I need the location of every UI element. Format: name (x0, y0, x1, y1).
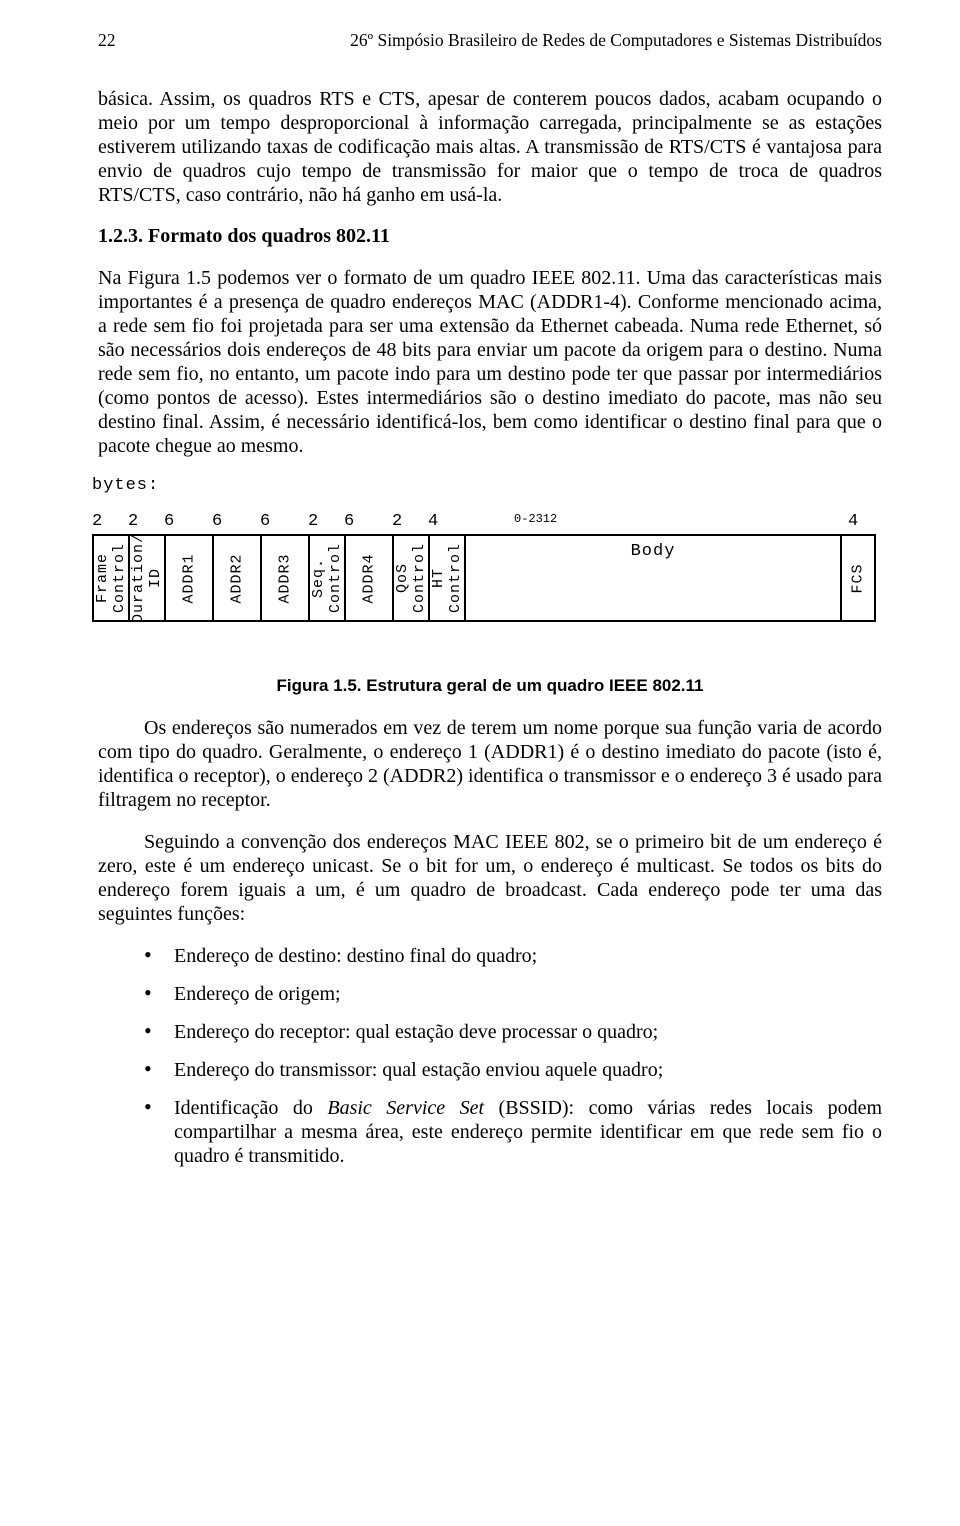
frame-field: ADDR3 (260, 534, 308, 622)
frame-size-label: 2 (308, 512, 318, 531)
running-title: 26º Simpósio Brasileiro de Redes de Comp… (350, 30, 882, 51)
frame-size-label: 2 (128, 512, 138, 531)
paragraph-2: Na Figura 1.5 podemos ver o formato de u… (98, 266, 882, 458)
frame-field: Duration/ ID (128, 534, 164, 622)
running-header: 22 26º Simpósio Brasileiro de Redes de C… (98, 30, 882, 51)
paragraph-4: Seguindo a convenção dos endereços MAC I… (98, 830, 882, 926)
figure-caption: Figura 1.5. Estrutura geral de um quadro… (98, 676, 882, 696)
frame-field: QoS Control (392, 534, 428, 622)
bullet-5-pre: Identificação do (174, 1097, 327, 1119)
frame-field: ADDR1 (164, 534, 212, 622)
frame-size-label: 6 (344, 512, 354, 531)
frame-field-label: Seq. Control (310, 543, 344, 613)
page: 22 26º Simpósio Brasileiro de Redes de C… (0, 0, 960, 1222)
frame-field: ADDR4 (344, 534, 392, 622)
frame-size-label: 6 (212, 512, 222, 531)
frame-size-row: 2 2 6 6 6 2 6 2 4 0-2312 4 (92, 512, 876, 530)
frame-field-label: ADDR1 (181, 553, 198, 603)
frame-field: ADDR2 (212, 534, 260, 622)
frame-field: Body (464, 534, 840, 622)
frame-field: Frame Control (92, 534, 128, 622)
frame-size-label: 2 (392, 512, 402, 531)
frame-size-label: 6 (260, 512, 270, 531)
section-heading: 1.2.3. Formato dos quadros 802.11 (98, 225, 882, 248)
bullet-3: Endereço do receptor: qual estação deve … (144, 1020, 882, 1044)
bytes-label: bytes: (92, 476, 159, 495)
frame-field: Seq. Control (308, 534, 344, 622)
frame-size-label: 4 (848, 512, 858, 531)
frame-size-label: 2 (92, 512, 102, 531)
paragraph-1: básica. Assim, os quadros RTS e CTS, ape… (98, 87, 882, 207)
figure-frame-format: bytes: 2266626240-23124 Frame ControlDur… (98, 476, 882, 696)
bullet-4: Endereço do transmissor: qual estação en… (144, 1058, 882, 1082)
frame-field-row: Frame ControlDuration/ ID ADDR1 ADDR2 ADDR3… (92, 534, 876, 622)
paragraph-3: Os endereços são numerados em vez de ter… (98, 716, 882, 812)
frame-field: FCS (840, 534, 876, 622)
frame-field-label: Body (466, 542, 840, 561)
frame-size-label: 6 (164, 512, 174, 531)
bullet-list: Endereço de destino: destino final do qu… (144, 944, 882, 1168)
bullet-5: Identificação do Basic Service Set (BSSI… (144, 1096, 882, 1168)
frame-field-label: QoS Control (394, 543, 428, 613)
frame-field-label: Duration/ ID (130, 533, 164, 623)
frame-diagram: bytes: 2 2 6 6 6 2 6 2 4 0-2312 4 Frame ControlDur… (92, 476, 876, 628)
bullet-2: Endereço de origem; (144, 982, 882, 1006)
frame-field-label: ADDR3 (277, 553, 294, 603)
bullet-5-italic: Basic Service Set (327, 1097, 484, 1119)
frame-field-label: FCS (849, 563, 866, 593)
bullet-1: Endereço de destino: destino final do qu… (144, 944, 882, 968)
frame-field-label: HT Control (430, 543, 464, 613)
frame-field-label: ADDR4 (361, 553, 378, 603)
frame-field-label: Frame Control (94, 543, 128, 613)
page-number: 22 (98, 30, 116, 51)
frame-size-label: 4 (428, 512, 438, 531)
frame-size-label: 0-2312 (514, 512, 557, 526)
frame-field: HT Control (428, 534, 464, 622)
frame-field-label: ADDR2 (229, 553, 246, 603)
